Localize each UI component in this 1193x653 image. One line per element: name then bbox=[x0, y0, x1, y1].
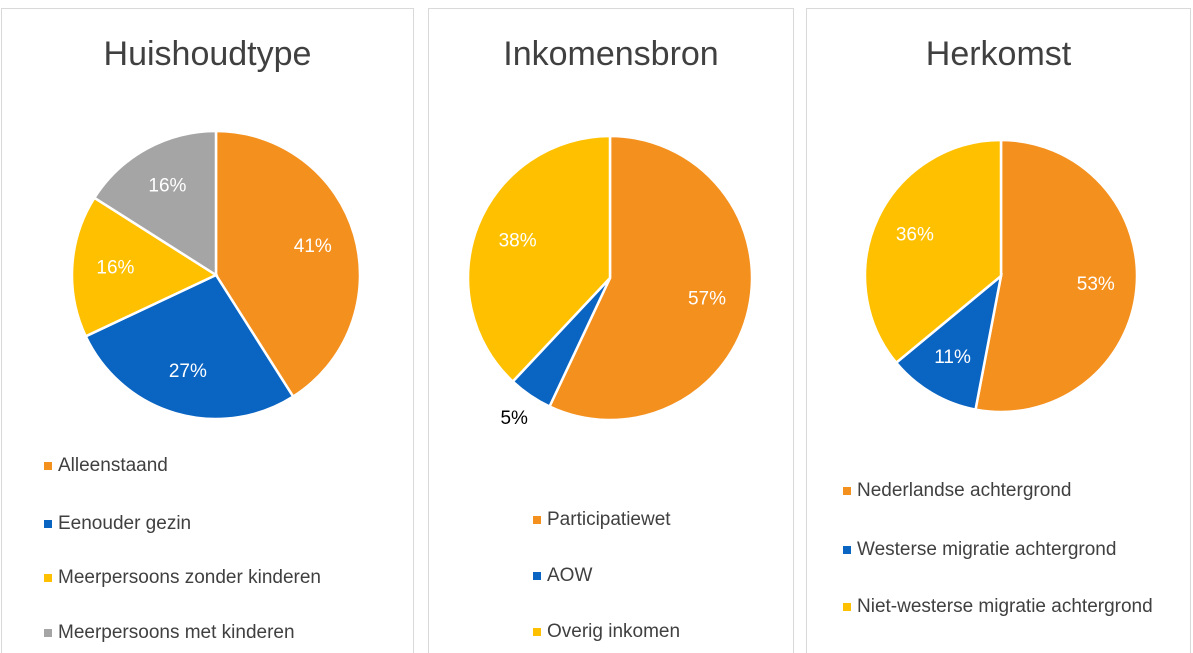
legend-item: Niet-westerse migratie achtergrond bbox=[843, 595, 1179, 618]
legend-label: Westerse migratie achtergrond bbox=[857, 539, 1117, 560]
data-label: 5% bbox=[500, 408, 528, 429]
legend-marker bbox=[44, 574, 52, 582]
chart-title: Huishoudtype bbox=[104, 35, 312, 73]
legend-marker bbox=[843, 546, 851, 554]
chart-title: Herkomst bbox=[926, 35, 1072, 73]
legend-marker bbox=[44, 520, 52, 528]
pie-slice bbox=[84, 273, 295, 421]
pie-slice bbox=[466, 134, 612, 384]
legend-label: Participatiewet bbox=[547, 509, 671, 530]
legend-item: Overig inkomen bbox=[533, 620, 783, 643]
pie-slice bbox=[974, 138, 1139, 414]
legend-marker bbox=[843, 603, 851, 611]
legend-marker bbox=[533, 572, 541, 580]
legend-label: Alleenstaand bbox=[58, 455, 168, 476]
legend-marker bbox=[843, 487, 851, 495]
data-label: 38% bbox=[499, 230, 537, 251]
legend-marker bbox=[44, 629, 52, 637]
panel bbox=[806, 8, 1191, 653]
legend-label: Meerpersoons met kinderen bbox=[58, 622, 295, 643]
data-label: 11% bbox=[934, 347, 971, 368]
data-label: 53% bbox=[1077, 274, 1115, 295]
pie-slice bbox=[894, 272, 1003, 412]
legend-marker bbox=[44, 462, 52, 470]
legend-label: AOW bbox=[547, 565, 593, 586]
legend-item: Meerpersoons zonder kinderen bbox=[44, 566, 404, 589]
pie-slice bbox=[863, 138, 1003, 365]
legend-label: Eenouder gezin bbox=[58, 513, 192, 534]
chart-title: Inkomensbron bbox=[503, 35, 718, 73]
legend-label: Meerpersoons zonder kinderen bbox=[58, 567, 321, 588]
data-label: 36% bbox=[896, 224, 934, 245]
legend-item: Participatiewet bbox=[533, 508, 783, 531]
data-label: 57% bbox=[688, 289, 726, 310]
pie-slice bbox=[92, 129, 218, 278]
data-label: 27% bbox=[169, 361, 207, 382]
legend-item: AOW bbox=[533, 564, 783, 587]
data-label: 16% bbox=[96, 258, 134, 279]
pie-slice bbox=[70, 196, 219, 338]
legend-label: Overig inkomen bbox=[547, 621, 681, 642]
legend-label: Niet-westerse migratie achtergrond bbox=[857, 596, 1153, 617]
legend-item: Westerse migratie achtergrond bbox=[843, 538, 1179, 561]
legend-marker bbox=[533, 516, 541, 524]
legend-item: Alleenstaand bbox=[44, 454, 404, 477]
panel bbox=[428, 8, 794, 653]
pie-slice bbox=[547, 134, 754, 422]
legend-marker bbox=[533, 628, 541, 636]
legend-item: Meerpersoons met kinderen bbox=[44, 621, 404, 644]
legend-item: Nederlandse achtergrond bbox=[843, 479, 1179, 502]
legend-item: Eenouder gezin bbox=[44, 512, 404, 535]
data-label: 16% bbox=[148, 176, 186, 197]
data-label: 41% bbox=[294, 236, 332, 257]
legend-label: Nederlandse achtergrond bbox=[857, 480, 1072, 501]
panel bbox=[1, 8, 414, 653]
